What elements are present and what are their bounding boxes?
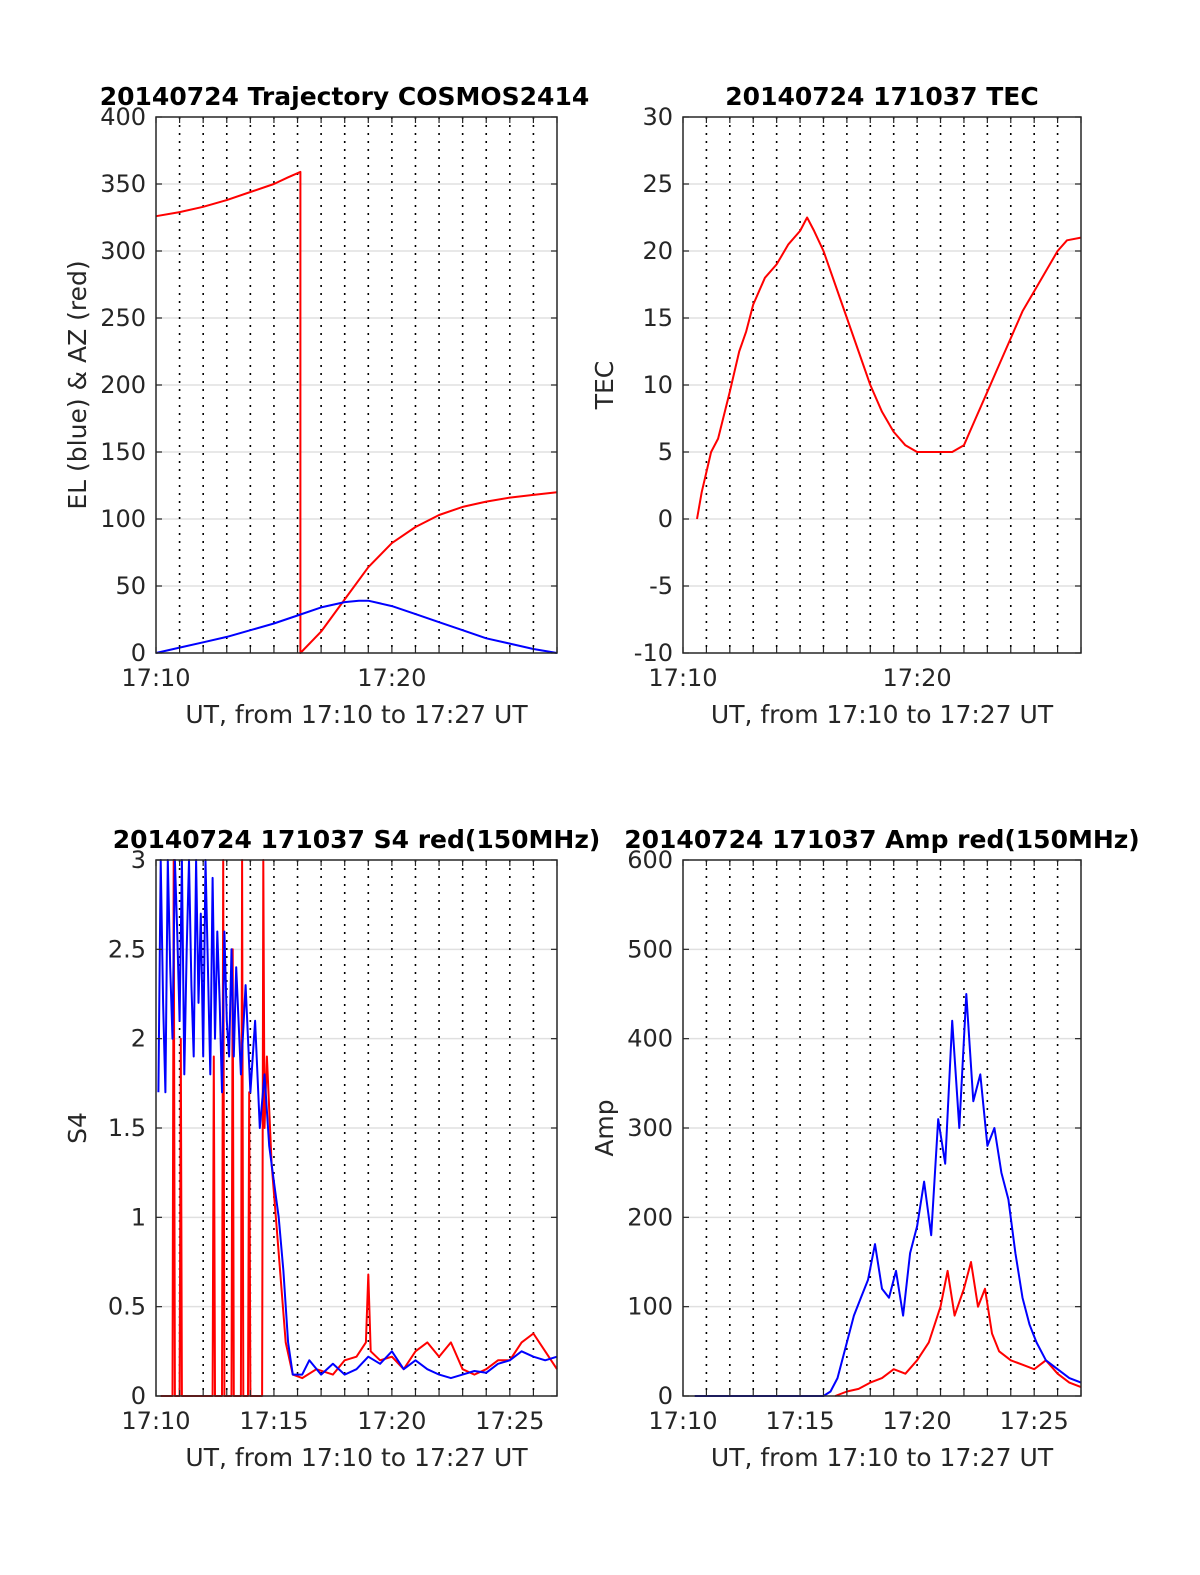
y-tick-label: 1.5 — [108, 1114, 146, 1142]
x-tick-label: 17:15 — [239, 1407, 308, 1435]
y-tick-label: -5 — [649, 572, 673, 600]
x-tick-label: 17:10 — [121, 664, 190, 692]
series-line-s4-blue — [157, 859, 558, 1380]
chart-title: 20140724 Trajectory COSMOS2414 — [100, 82, 590, 111]
y-tick-label: 15 — [642, 304, 673, 332]
chart-title: 20140724 171037 Amp red(150MHz) — [624, 825, 1140, 854]
panel-s4: 20140724 171037 S4 red(150MHz) UT, from … — [63, 825, 600, 1472]
y-tick-label: 100 — [100, 505, 146, 533]
x-tick-label: 17:20 — [357, 1407, 426, 1435]
y-tick-label: 500 — [627, 935, 673, 963]
y-axis-label: TEC — [590, 361, 619, 411]
y-tick-label: 2 — [131, 1025, 146, 1053]
x-tick-label: 17:25 — [1000, 1407, 1069, 1435]
y-tick-label: 5 — [658, 438, 673, 466]
y-axis-label: Amp — [590, 1099, 619, 1156]
y-axis-label: S4 — [63, 1112, 92, 1144]
x-axis-label: UT, from 17:10 to 17:27 UT — [185, 700, 528, 729]
y-tick-label: 10 — [642, 371, 673, 399]
y-tick-label: 300 — [100, 237, 146, 265]
chart-title: 20140724 171037 TEC — [725, 82, 1038, 111]
y-tick-label: 200 — [627, 1203, 673, 1231]
y-tick-label: 250 — [100, 304, 146, 332]
y-tick-label: 0 — [658, 1382, 673, 1410]
series-line-el — [155, 599, 558, 654]
y-tick-label: 20 — [642, 237, 673, 265]
y-tick-label: 2.5 — [108, 935, 146, 963]
chart-title: 20140724 171037 S4 red(150MHz) — [113, 825, 601, 854]
y-tick-label: 400 — [100, 103, 146, 131]
y-tick-label: 100 — [627, 1293, 673, 1321]
x-axis-label: UT, from 17:10 to 17:27 UT — [185, 1443, 528, 1472]
y-tick-label: 350 — [100, 170, 146, 198]
series-line-az — [155, 170, 558, 654]
x-tick-label: 17:10 — [121, 1407, 190, 1435]
y-tick-label: 300 — [627, 1114, 673, 1142]
x-tick-label: 17:20 — [883, 1407, 952, 1435]
x-axis-label: UT, from 17:10 to 17:27 UT — [711, 700, 1054, 729]
x-tick-label: 17:25 — [475, 1407, 544, 1435]
x-tick-label: 17:20 — [357, 664, 426, 692]
y-tick-label: 0 — [131, 1382, 146, 1410]
x-tick-label: 17:20 — [883, 664, 952, 692]
y-tick-label: 400 — [627, 1025, 673, 1053]
y-tick-label: 30 — [642, 103, 673, 131]
x-tick-label: 17:15 — [765, 1407, 834, 1435]
y-tick-label: 200 — [100, 371, 146, 399]
series-line-tec — [696, 216, 1082, 520]
series-line-amp-blue — [694, 993, 1082, 1397]
y-tick-label: 1 — [131, 1203, 146, 1231]
y-tick-label: 0 — [658, 505, 673, 533]
series-line-s4-red — [160, 859, 558, 1397]
x-tick-label: 17:10 — [648, 1407, 717, 1435]
y-tick-label: -10 — [634, 639, 673, 667]
y-tick-label: 0.5 — [108, 1293, 146, 1321]
panel-amp: 20140724 171037 Amp red(150MHz) UT, from… — [590, 825, 1140, 1472]
y-tick-label: 25 — [642, 170, 673, 198]
panel-trajectory: 20140724 Trajectory COSMOS2414 UT, from … — [63, 82, 589, 729]
series-line-amp-red — [834, 1261, 1082, 1397]
y-tick-label: 150 — [100, 438, 146, 466]
y-tick-label: 50 — [115, 572, 146, 600]
y-tick-label: 3 — [131, 846, 146, 874]
x-axis-label: UT, from 17:10 to 17:27 UT — [711, 1443, 1054, 1472]
x-tick-label: 17:10 — [648, 664, 717, 692]
y-tick-label: 0 — [131, 639, 146, 667]
y-axis-label: EL (blue) & AZ (red) — [63, 260, 92, 509]
panel-tec: 20140724 171037 TEC UT, from 17:10 to 17… — [590, 82, 1082, 729]
y-tick-label: 600 — [627, 846, 673, 874]
